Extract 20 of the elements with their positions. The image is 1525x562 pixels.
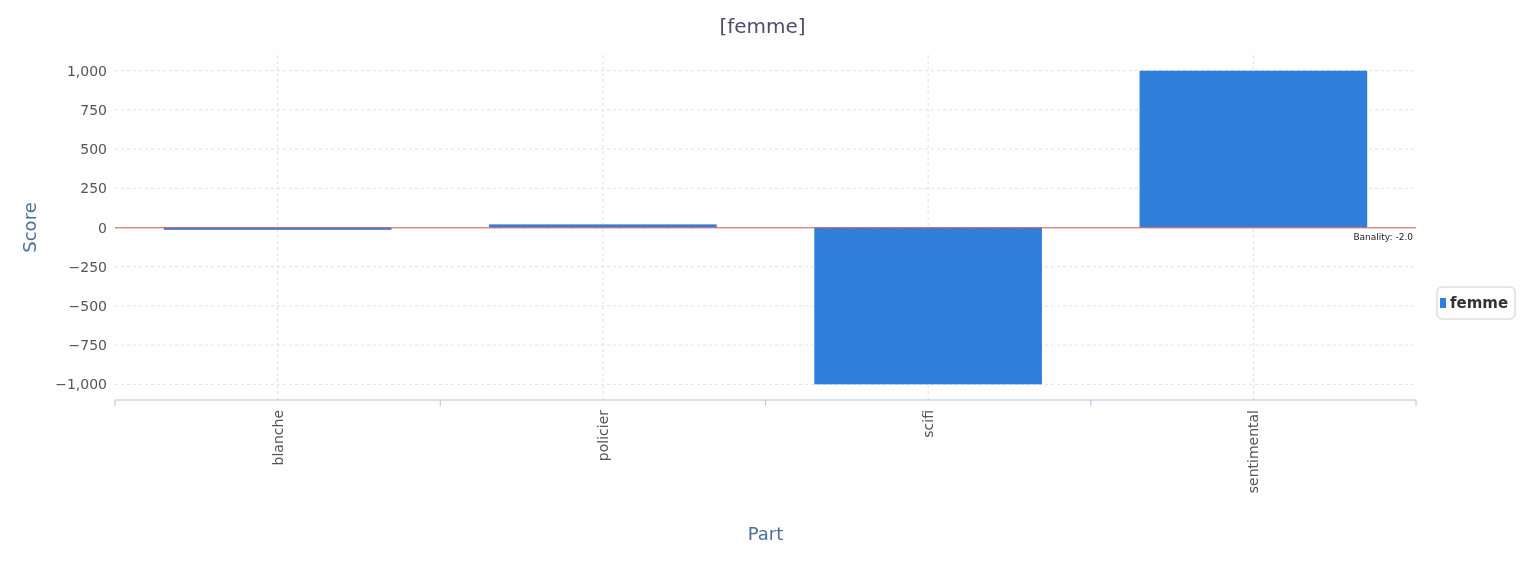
chart-title: [femme]: [719, 14, 806, 38]
x-tick-label: sentimental: [1245, 410, 1262, 494]
y-tick-label: −500: [68, 297, 107, 314]
y-tick-label: −750: [68, 337, 107, 354]
x-tick-label: scifi: [920, 410, 937, 438]
ref-line-label: Banality: -2.0: [1353, 231, 1414, 242]
y-axis-title: Score: [19, 202, 40, 253]
y-tick-label: 0: [98, 219, 107, 236]
y-tick-label: 1,000: [66, 62, 107, 79]
x-tick-label: policier: [594, 409, 611, 462]
x-axis-title: Part: [747, 523, 784, 544]
y-tick-label: 500: [80, 141, 107, 158]
y-tick-label: −250: [68, 258, 107, 275]
bar: [814, 227, 1042, 385]
y-tick-label: −1,000: [55, 376, 107, 393]
y-tick-label: 250: [80, 180, 107, 197]
y-tick-label: 750: [80, 101, 107, 118]
x-tick-label: blanche: [269, 410, 286, 466]
legend-label: femme: [1450, 294, 1509, 312]
bar: [1139, 70, 1368, 228]
